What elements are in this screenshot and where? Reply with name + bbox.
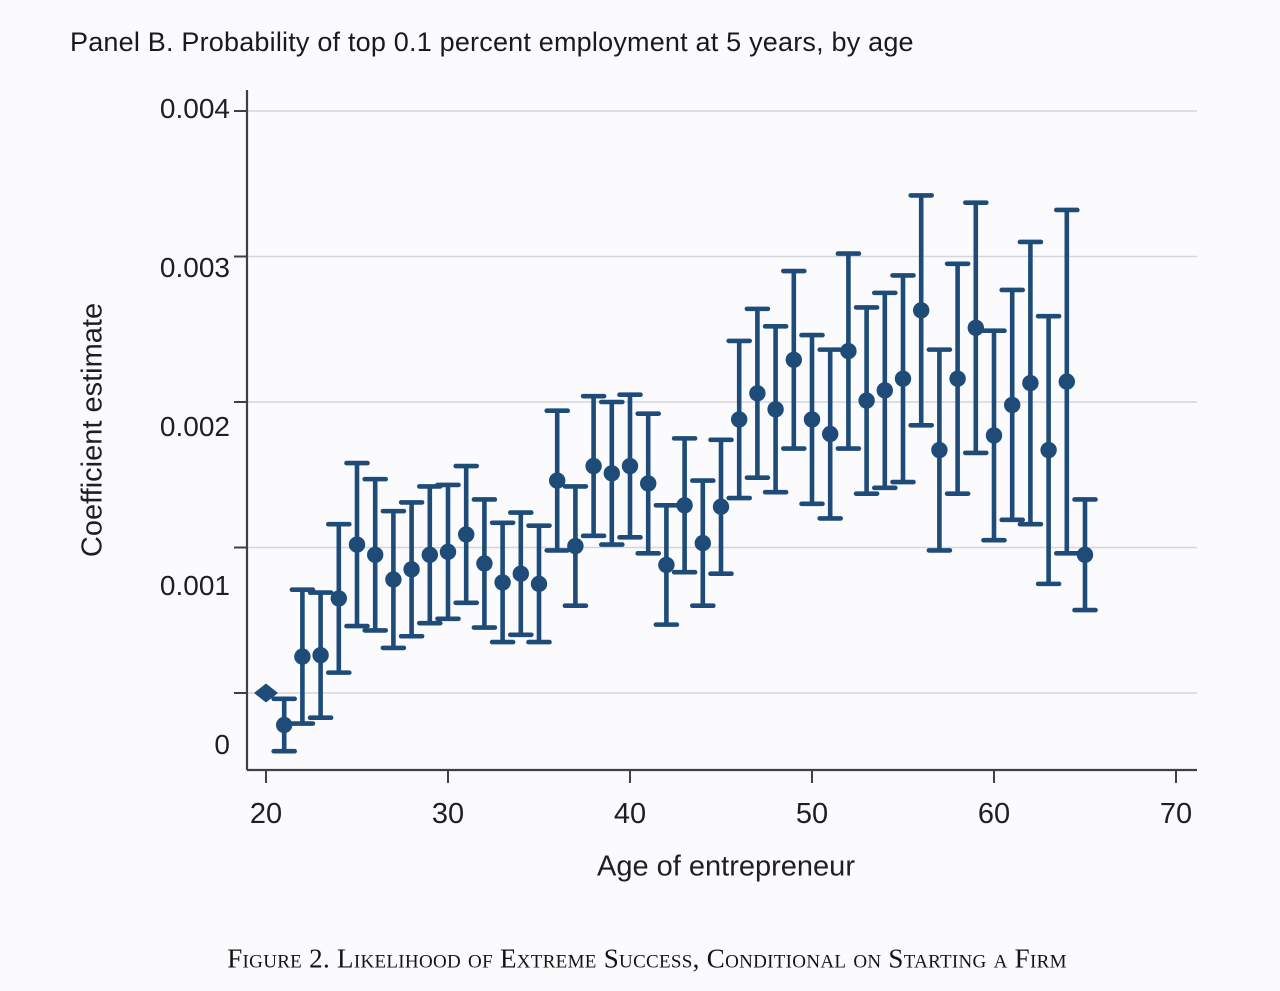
point-marker — [676, 497, 693, 514]
x-tick-label: 30 — [432, 798, 464, 830]
y-tick-label: 0.002 — [160, 411, 230, 442]
point-marker — [967, 319, 984, 336]
point-marker — [1022, 374, 1039, 392]
point-marker — [276, 716, 293, 734]
y-tick-label: 0.004 — [160, 93, 230, 124]
point-marker — [603, 465, 620, 482]
point-marker — [985, 427, 1003, 444]
point-marker — [1076, 546, 1094, 563]
point-marker — [294, 648, 311, 665]
point-marker — [931, 441, 948, 459]
point-marker — [1058, 373, 1076, 390]
point-marker — [731, 411, 748, 428]
point-marker — [694, 534, 711, 552]
point-marker — [876, 382, 893, 399]
point-marker — [512, 565, 529, 582]
point-marker — [567, 537, 584, 555]
point-marker — [421, 546, 438, 563]
point-marker — [585, 457, 602, 475]
point-marker — [894, 370, 912, 387]
point-marker — [785, 351, 802, 369]
point-marker — [640, 475, 657, 492]
point-marker — [458, 526, 475, 543]
y-tick-label: 0.003 — [160, 252, 230, 283]
x-axis-title: Age of entrepreneur — [597, 850, 855, 883]
x-tick-label: 40 — [614, 798, 646, 830]
point-marker — [367, 546, 384, 563]
point-marker — [1040, 441, 1057, 459]
point-marker — [549, 472, 566, 489]
x-tick-label: 60 — [978, 798, 1010, 830]
point-marker — [476, 555, 493, 572]
point-marker — [494, 574, 511, 591]
point-marker — [803, 411, 821, 428]
point-marker — [913, 302, 930, 319]
point-marker — [840, 342, 857, 360]
figure-caption: Figure 2. Likelihood of Extreme Success,… — [227, 943, 1067, 974]
point-marker — [858, 392, 875, 409]
point-marker — [312, 646, 329, 664]
y-tick-label: 0.001 — [160, 570, 230, 601]
y-tick-label: 0 — [214, 729, 230, 760]
y-axis-title: Coefficient estimate — [76, 302, 109, 558]
point-marker — [949, 370, 966, 387]
x-tick-label: 50 — [796, 798, 828, 830]
point-marker — [530, 575, 548, 593]
x-tick-label: 20 — [250, 798, 282, 830]
point-marker — [439, 543, 457, 561]
panel-title: Panel B. Probability of top 0.1 percent … — [70, 27, 914, 57]
point-marker — [385, 571, 402, 588]
point-marker — [330, 590, 347, 607]
point-marker — [403, 561, 420, 578]
point-marker — [1004, 396, 1021, 414]
x-tick-label: 70 — [1160, 798, 1192, 830]
point-marker — [712, 498, 730, 515]
point-marker — [822, 425, 839, 443]
point-marker — [621, 457, 639, 475]
point-marker — [348, 536, 366, 553]
point-marker — [658, 556, 675, 574]
point-marker — [749, 385, 766, 402]
point-marker — [767, 401, 784, 418]
